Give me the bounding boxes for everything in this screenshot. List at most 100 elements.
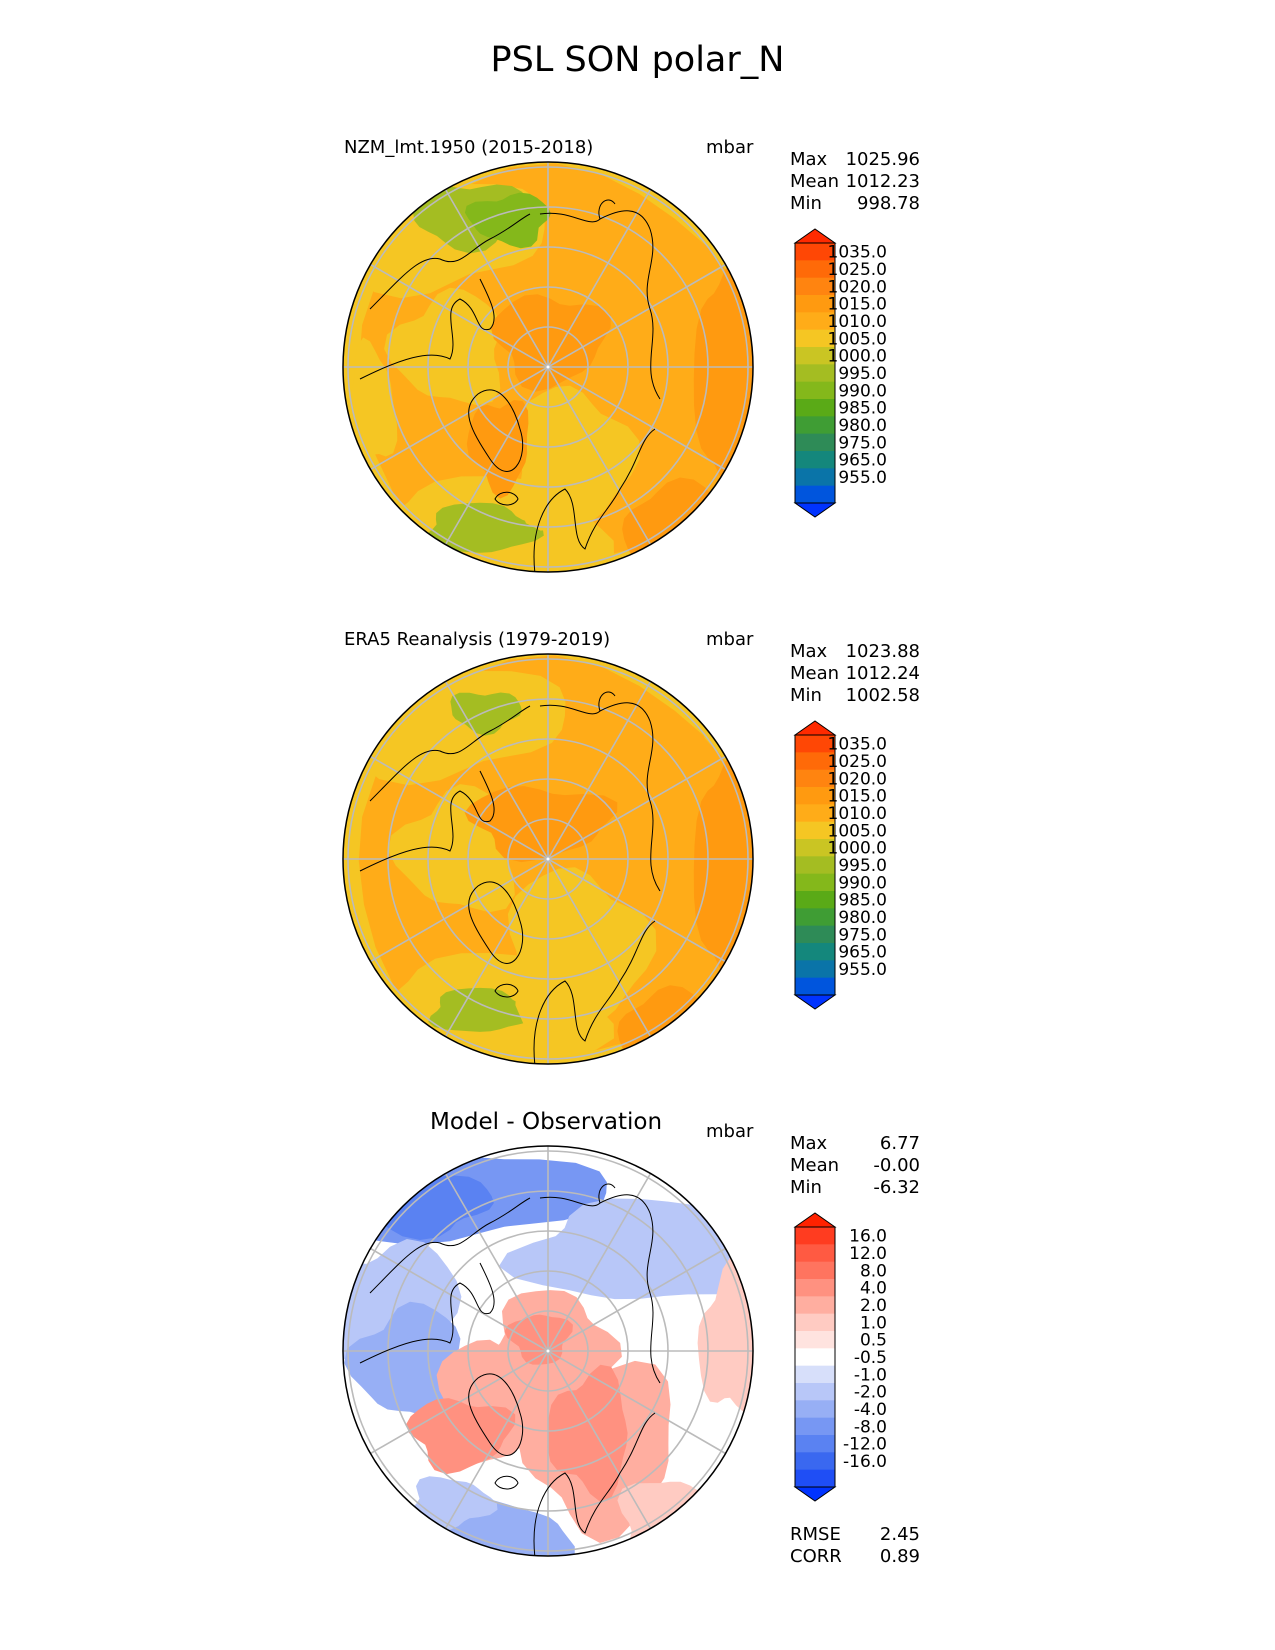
colorbar-band bbox=[795, 1452, 835, 1471]
colorbar-frame bbox=[794, 242, 836, 504]
map-boundary bbox=[342, 1145, 754, 1557]
coastline bbox=[369, 1197, 531, 1294]
coastline bbox=[539, 210, 661, 400]
north-pole-marker bbox=[546, 365, 550, 369]
colorbar-tick-label: -12.0 bbox=[843, 1435, 887, 1455]
colorbar-band bbox=[795, 856, 835, 875]
colorbar-band bbox=[795, 399, 835, 417]
colorbar-tick-label: 1010.0 bbox=[828, 804, 887, 824]
colorbar-tick-label: -8.0 bbox=[854, 1417, 887, 1437]
colorbar-tick-label: 1000.0 bbox=[828, 347, 887, 367]
metric-value: 2.45 bbox=[879, 1524, 920, 1545]
stats-box: Max 6.77 Mean -0.00 Min -6.32 bbox=[790, 1133, 920, 1199]
coastline bbox=[359, 278, 495, 380]
colorbar-band bbox=[795, 1313, 835, 1332]
colorbar-band bbox=[795, 735, 835, 753]
colorbar-extend-bottom bbox=[793, 1486, 837, 1502]
colorbar-band bbox=[795, 821, 835, 840]
field-contour bbox=[466, 400, 529, 499]
colorbar-band bbox=[795, 1400, 835, 1419]
panel-model: NZM_lmt.1950 (2015-2018) mbar Max 1025.96… bbox=[0, 137, 1275, 627]
field-contour bbox=[617, 1481, 730, 1556]
stat-value: 1012.23 bbox=[845, 171, 920, 192]
field-contour bbox=[512, 385, 640, 531]
colorbar-band bbox=[795, 873, 835, 892]
field-contour bbox=[343, 337, 398, 469]
north-pole-marker bbox=[546, 1349, 550, 1353]
colorbar-band bbox=[795, 329, 835, 348]
colorbar-tick-label: 1015.0 bbox=[828, 787, 887, 807]
colorbar-tick-label: 975.0 bbox=[838, 433, 887, 453]
colorbar-tick-label: 965.0 bbox=[838, 943, 887, 963]
colorbar-tick-label: 0.5 bbox=[860, 1331, 887, 1351]
stat-label: Max bbox=[790, 149, 828, 170]
colorbar-band bbox=[795, 769, 835, 788]
colorbar-band bbox=[795, 1365, 835, 1384]
coastline bbox=[369, 705, 531, 802]
coastline bbox=[533, 1412, 656, 1556]
colorbar-band bbox=[795, 1296, 835, 1315]
polar-map bbox=[342, 161, 754, 573]
colorbar-tick-label: 1025.0 bbox=[828, 260, 887, 280]
colorbar-band bbox=[795, 1348, 835, 1367]
field-contour bbox=[504, 1314, 573, 1365]
colorbar-band bbox=[795, 243, 835, 261]
colorbar-band bbox=[795, 1469, 835, 1488]
colorbar-tick-label: 8.0 bbox=[860, 1261, 887, 1281]
colorbar-band bbox=[795, 468, 835, 487]
colorbar-band bbox=[795, 1331, 835, 1349]
colorbar-band bbox=[795, 312, 835, 331]
stat-value: 1025.96 bbox=[845, 149, 920, 170]
units-label: mbar bbox=[706, 1121, 754, 1142]
stats-box: Max 1023.88 Mean 1012.24 Min 1002.58 bbox=[790, 641, 920, 707]
coastlines bbox=[359, 691, 661, 1064]
field-contour bbox=[693, 259, 753, 499]
colorbar-band bbox=[795, 451, 835, 469]
stat-label: Mean bbox=[790, 663, 840, 684]
colorbar-tick-label: -0.5 bbox=[854, 1348, 887, 1368]
field-contour bbox=[423, 502, 544, 553]
colorbar-band bbox=[795, 891, 835, 909]
colorbar-tick-label: 1010.0 bbox=[828, 312, 887, 332]
coastline bbox=[598, 1183, 616, 1204]
colorbar-band bbox=[795, 1435, 835, 1453]
coastline bbox=[598, 199, 616, 220]
field-contour bbox=[547, 1364, 628, 1502]
stat-value: 998.78 bbox=[857, 193, 920, 214]
field-contour bbox=[464, 192, 551, 249]
coastline bbox=[494, 983, 519, 998]
coastline bbox=[468, 1373, 524, 1456]
colorbar-band bbox=[795, 485, 835, 504]
colorbar-tick-label: 1035.0 bbox=[828, 735, 887, 755]
stat-value: -6.32 bbox=[873, 1177, 920, 1198]
colorbar-tick-label: 990.0 bbox=[838, 381, 887, 401]
colorbar: 1035.01025.01020.01015.01010.01005.01000… bbox=[793, 720, 887, 1010]
field-contour bbox=[693, 751, 753, 991]
units-label: mbar bbox=[706, 137, 754, 158]
colorbar-tick-label: 975.0 bbox=[838, 925, 887, 945]
colorbar-tick-label: 965.0 bbox=[838, 451, 887, 471]
panel-title: Model - Observation bbox=[430, 1109, 663, 1135]
panel-difference: Model - Observation mbar Max 6.77 Mean -0.… bbox=[0, 1109, 1275, 1611]
colorbar-band bbox=[795, 1227, 835, 1245]
colorbar-band bbox=[795, 416, 835, 435]
colorbar-extend-bottom bbox=[793, 502, 837, 518]
colorbar-band bbox=[795, 1417, 835, 1436]
colorbar-band bbox=[795, 787, 835, 805]
colorbar-tick-label: 1020.0 bbox=[828, 769, 887, 789]
field-layer bbox=[343, 162, 753, 572]
metrics-box: RMSE 2.45 CORR 0.89 bbox=[790, 1524, 920, 1568]
stat-label: Min bbox=[790, 1177, 822, 1198]
panel-title: ERA5 Reanalysis (1979-2019) bbox=[344, 629, 611, 650]
colorbar-extend-top bbox=[793, 720, 837, 736]
colorbar-band bbox=[795, 960, 835, 979]
colorbar-tick-label: 985.0 bbox=[838, 399, 887, 419]
polar-map bbox=[342, 653, 754, 1065]
colorbar-tick-label: 955.0 bbox=[838, 468, 887, 488]
colorbar-tick-label: 1.0 bbox=[860, 1313, 887, 1333]
map-boundary bbox=[342, 161, 754, 573]
polar-map bbox=[342, 1145, 754, 1557]
colorbar-band bbox=[795, 1279, 835, 1297]
stat-label: Min bbox=[790, 685, 822, 706]
graticule bbox=[343, 162, 753, 572]
